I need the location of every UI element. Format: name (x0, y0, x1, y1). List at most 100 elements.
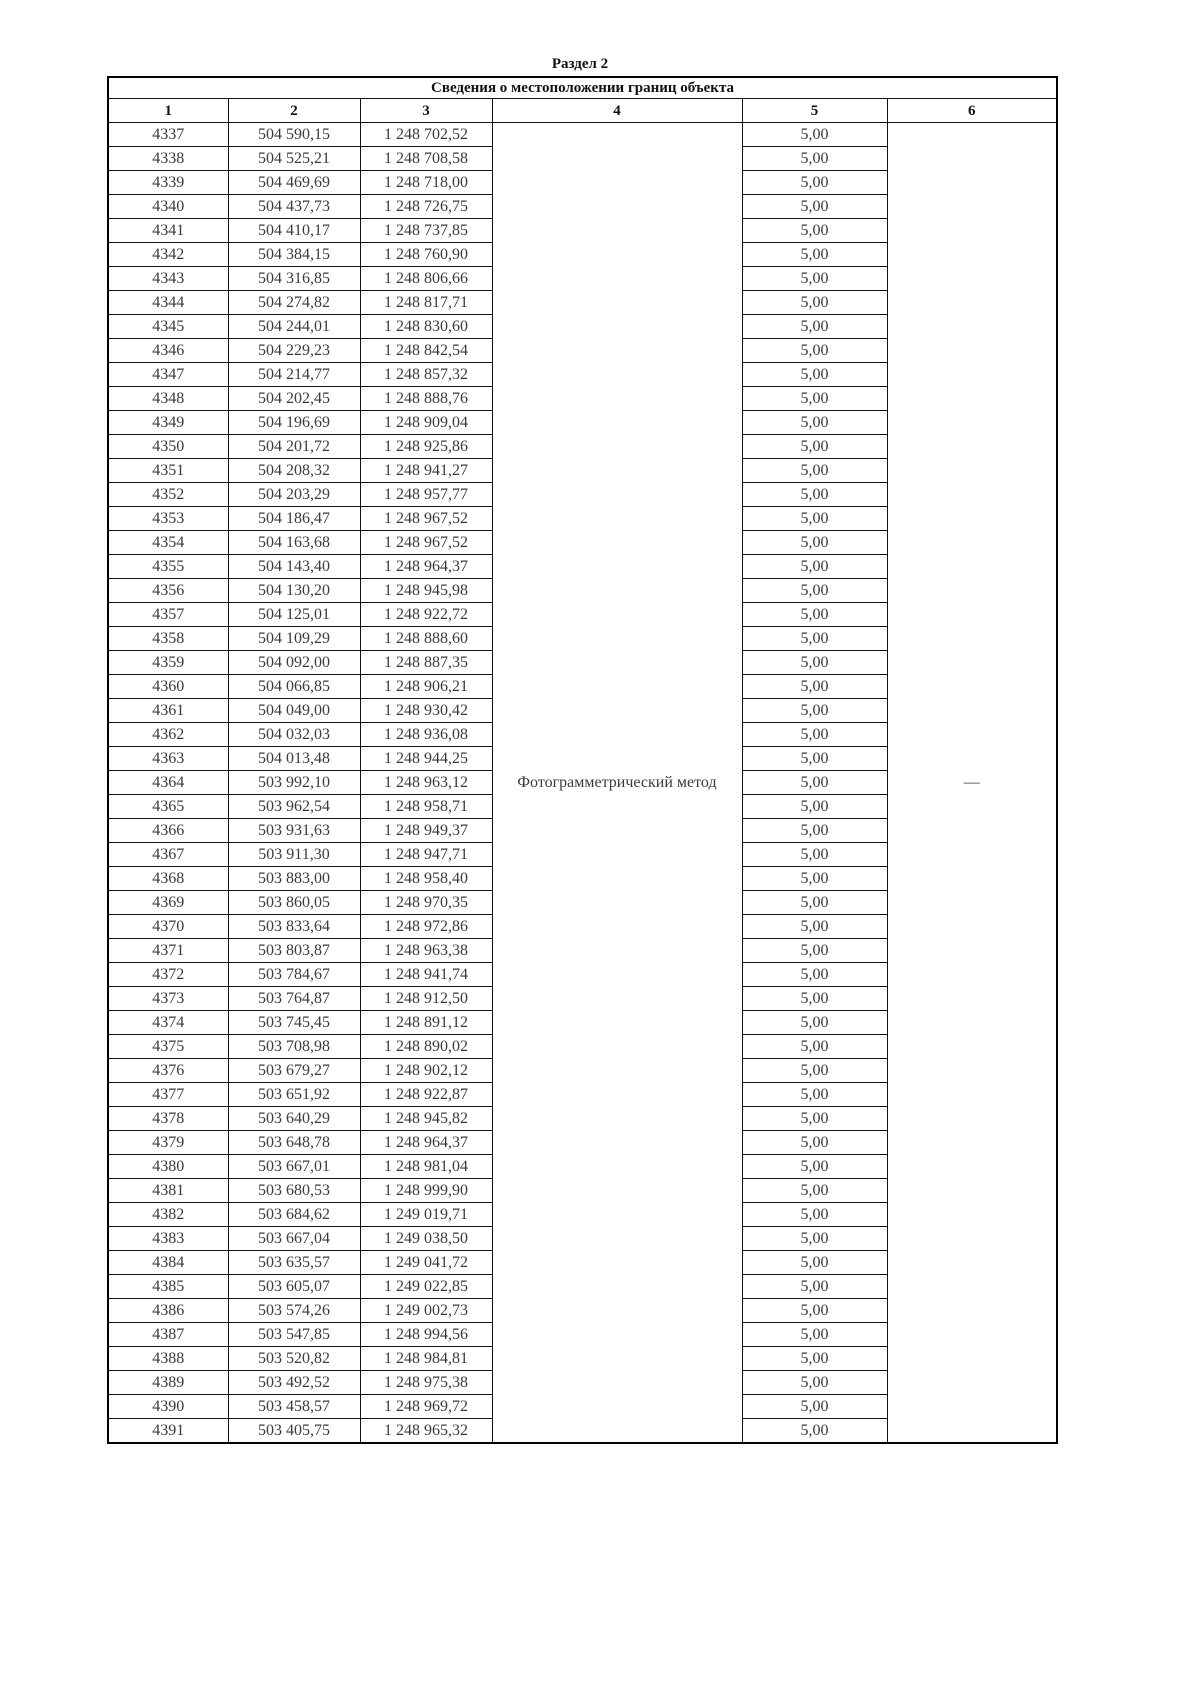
point-number-cell: 4387 (107, 1322, 229, 1347)
table-row: 4337 504 590,15 1 248 702,52 Фотограмметрич… (107, 122, 1058, 1444)
accuracy-cell: 5,00 (741, 410, 888, 435)
x-coordinate-cell: 504 229,23 (227, 338, 361, 363)
x-coordinate-cell: 503 803,87 (227, 938, 361, 963)
y-coordinate-cell: 1 248 970,35 (359, 890, 493, 915)
accuracy-cell: 5,00 (741, 866, 888, 891)
accuracy-cell: 5,00 (741, 170, 888, 195)
x-coordinate-cell: 503 883,00 (227, 866, 361, 891)
x-coordinate-cell: 503 651,92 (227, 1082, 361, 1107)
x-coordinate-cell: 503 679,27 (227, 1058, 361, 1083)
y-coordinate-cell: 1 248 975,38 (359, 1370, 493, 1395)
y-coordinate-cell: 1 248 945,98 (359, 578, 493, 603)
point-number-cell: 4378 (107, 1106, 229, 1131)
point-number-cell: 4338 (107, 146, 229, 171)
x-coordinate-cell: 503 708,98 (227, 1034, 361, 1059)
accuracy-cell: 5,00 (741, 674, 888, 699)
point-number-cell: 4379 (107, 1130, 229, 1155)
accuracy-cell: 5,00 (741, 1202, 888, 1227)
section-title: Раздел 2 (551, 56, 609, 72)
table-row: 4344 504 274,82 1 248 817,71 5,00 (107, 290, 1057, 315)
x-coordinate-cell: 504 130,20 (227, 578, 361, 603)
column-header: 2 (227, 98, 361, 123)
table-body: 4337 504 590,15 1 248 702,52 Фотограмметрич… (107, 122, 1058, 1444)
y-coordinate-cell: 1 248 941,27 (359, 458, 493, 483)
accuracy-cell: 5,00 (741, 602, 888, 627)
accuracy-cell: 5,00 (741, 1298, 888, 1323)
accuracy-cell: 5,00 (741, 554, 888, 579)
y-coordinate-cell: 1 248 936,08 (359, 722, 493, 747)
table-row: 4384 503 635,57 1 249 041,72 5,00 (107, 1250, 1057, 1275)
point-number-cell: 4388 (107, 1346, 229, 1371)
point-number-cell: 4385 (107, 1274, 229, 1299)
table-row: 4365 503 962,54 1 248 958,71 5,00 (107, 794, 1057, 819)
y-coordinate-cell: 1 248 888,60 (359, 626, 493, 651)
accuracy-cell: 5,00 (741, 266, 888, 291)
table-row: 4345 504 244,01 1 248 830,60 5,00 (107, 314, 1057, 339)
point-number-cell: 4337 (107, 122, 229, 147)
caption-row: Сведения о местоположении границ объекта (107, 76, 1058, 99)
y-coordinate-cell: 1 248 945,82 (359, 1106, 493, 1131)
column-header: 5 (741, 98, 888, 123)
accuracy-cell: 5,00 (741, 1178, 888, 1203)
accuracy-cell: 5,00 (741, 698, 888, 723)
accuracy-cell: 5,00 (741, 362, 888, 387)
x-coordinate-cell: 504 469,69 (227, 170, 361, 195)
table-row: 4379 503 648,78 1 248 964,37 5,00 (107, 1130, 1057, 1155)
table-row: 4369 503 860,05 1 248 970,35 5,00 (107, 890, 1057, 915)
accuracy-cell: 5,00 (741, 986, 888, 1011)
accuracy-cell: 5,00 (741, 722, 888, 747)
table-row: 4356 504 130,20 1 248 945,98 5,00 (107, 578, 1057, 603)
point-number-cell: 4380 (107, 1154, 229, 1179)
x-coordinate-cell: 504 186,47 (227, 506, 361, 531)
y-coordinate-cell: 1 248 888,76 (359, 386, 493, 411)
table-row: 4349 504 196,69 1 248 909,04 5,00 (107, 410, 1057, 435)
accuracy-cell: 5,00 (741, 818, 888, 843)
x-coordinate-cell: 503 784,67 (227, 962, 361, 987)
point-number-cell: 4360 (107, 674, 229, 699)
table-row: 4353 504 186,47 1 248 967,52 5,00 (107, 506, 1057, 531)
y-coordinate-cell: 1 248 922,72 (359, 602, 493, 627)
table-row: 4358 504 109,29 1 248 888,60 5,00 (107, 626, 1057, 651)
accuracy-cell: 5,00 (741, 890, 888, 915)
table-row: 4343 504 316,85 1 248 806,66 5,00 (107, 266, 1057, 291)
point-number-cell: 4348 (107, 386, 229, 411)
point-number-cell: 4376 (107, 1058, 229, 1083)
accuracy-cell: 5,00 (741, 1106, 888, 1131)
table-row: 4340 504 437,73 1 248 726,75 5,00 (107, 194, 1057, 219)
y-coordinate-cell: 1 248 830,60 (359, 314, 493, 339)
point-number-cell: 4346 (107, 338, 229, 363)
x-coordinate-cell: 503 635,57 (227, 1250, 361, 1275)
accuracy-cell: 5,00 (741, 482, 888, 507)
x-coordinate-cell: 504 203,29 (227, 482, 361, 507)
accuracy-cell: 5,00 (741, 338, 888, 363)
point-number-cell: 4340 (107, 194, 229, 219)
point-number-cell: 4365 (107, 794, 229, 819)
y-coordinate-cell: 1 248 726,75 (359, 194, 493, 219)
x-coordinate-cell: 504 214,77 (227, 362, 361, 387)
point-number-cell: 4344 (107, 290, 229, 315)
accuracy-cell: 5,00 (741, 1154, 888, 1179)
y-coordinate-cell: 1 248 957,77 (359, 482, 493, 507)
point-number-cell: 4368 (107, 866, 229, 891)
accuracy-cell: 5,00 (741, 1130, 888, 1155)
method-cell: Фотограмметрический метод (491, 122, 743, 1444)
table-row: 4367 503 911,30 1 248 947,71 5,00 (107, 842, 1057, 867)
y-coordinate-cell: 1 248 944,25 (359, 746, 493, 771)
y-coordinate-cell: 1 248 760,90 (359, 242, 493, 267)
point-number-cell: 4366 (107, 818, 229, 843)
point-number-cell: 4384 (107, 1250, 229, 1275)
accuracy-cell: 5,00 (741, 1250, 888, 1275)
y-coordinate-cell: 1 249 038,50 (359, 1226, 493, 1251)
y-coordinate-cell: 1 249 022,85 (359, 1274, 493, 1299)
point-number-cell: 4375 (107, 1034, 229, 1059)
y-coordinate-cell: 1 248 902,12 (359, 1058, 493, 1083)
table-row: 4364 503 992,10 1 248 963,12 5,00 (107, 770, 1057, 795)
y-coordinate-cell: 1 248 857,32 (359, 362, 493, 387)
accuracy-cell: 5,00 (741, 794, 888, 819)
point-number-cell: 4342 (107, 242, 229, 267)
accuracy-cell: 5,00 (741, 1322, 888, 1347)
accuracy-cell: 5,00 (741, 770, 888, 795)
y-coordinate-cell: 1 248 891,12 (359, 1010, 493, 1035)
table-row: 4368 503 883,00 1 248 958,40 5,00 (107, 866, 1057, 891)
y-coordinate-cell: 1 248 718,00 (359, 170, 493, 195)
